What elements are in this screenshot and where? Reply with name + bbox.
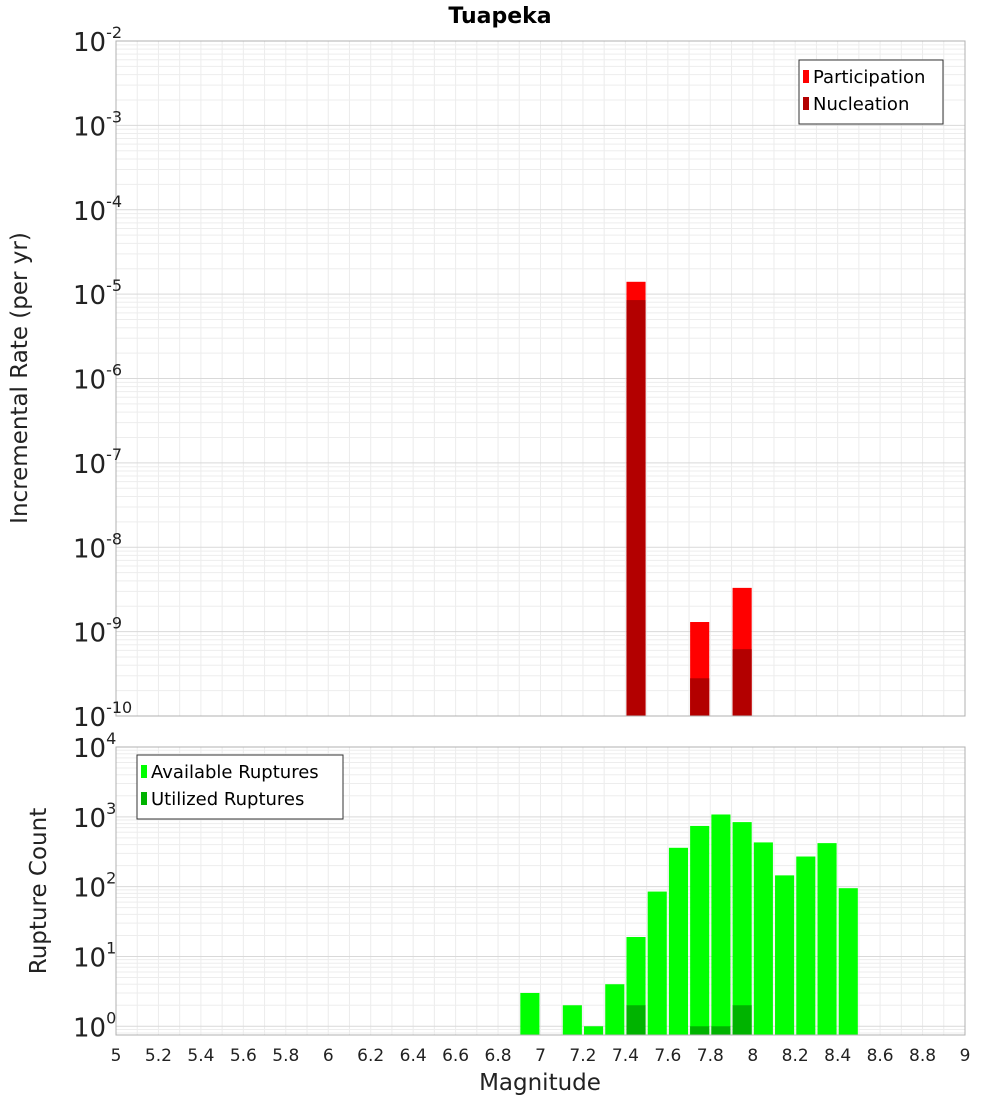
x-tick-label: 7 (535, 1046, 546, 1066)
bar-secondary (626, 1005, 646, 1035)
legend: Participation Nucleation (798, 59, 944, 125)
y-tick-label: 101 (73, 938, 116, 973)
bottom-y-axis-label: Rupture Count (26, 808, 52, 974)
y-tick-label: 10-4 (73, 192, 122, 227)
legend-label: Utilized Ruptures (151, 789, 304, 810)
legend-swatch (803, 70, 809, 83)
x-tick-label: 6.2 (357, 1046, 384, 1066)
plot-frame (115, 746, 966, 1036)
x-tick-label: 9 (960, 1046, 971, 1066)
x-tick-label: 5.4 (187, 1046, 214, 1066)
y-tick-label: 10-8 (73, 529, 122, 564)
bar-secondary (626, 300, 646, 716)
x-tick-label: 7.2 (569, 1046, 596, 1066)
legend-box (136, 754, 344, 820)
x-tick-label: 8.4 (824, 1046, 851, 1066)
legend-label: Nucleation (813, 94, 909, 115)
top-y-axis-label: Incremental Rate (per yr) (7, 232, 33, 524)
y-tick-label: 10-3 (73, 107, 122, 142)
x-tick-label: 8.2 (782, 1046, 809, 1066)
y-tick-label: 10-2 (73, 23, 122, 58)
legend-swatch (141, 765, 147, 778)
bar-primary (711, 814, 731, 1035)
legend: Available Ruptures Utilized Ruptures (136, 754, 344, 820)
bar-secondary (690, 1026, 710, 1035)
bar-secondary (732, 1005, 752, 1035)
bar-primary (562, 1005, 582, 1035)
x-tick-label: 6 (323, 1046, 334, 1066)
x-tick-label: 6.8 (485, 1046, 512, 1066)
bar-primary (732, 822, 752, 1035)
bar-primary (647, 891, 667, 1035)
x-tick-label: 8 (747, 1046, 758, 1066)
legend-swatch (803, 97, 809, 110)
participation-nucleation-plot: 10-10 10-9 10-8 10-7 10-6 10-5 10-4 10-3 10-2 Par… (73, 23, 966, 733)
x-tick-label: 5.2 (145, 1046, 172, 1066)
bar-primary (838, 888, 858, 1035)
bar-primary (775, 875, 795, 1035)
y-tick-label: 103 (73, 799, 116, 834)
x-tick-label: 5.6 (230, 1046, 257, 1066)
x-tick-label: 5.8 (272, 1046, 299, 1066)
bar-primary (520, 992, 540, 1035)
y-tick-label: 10-5 (73, 276, 122, 311)
legend-label: Available Ruptures (151, 762, 319, 783)
x-tick-label: 7.8 (697, 1046, 724, 1066)
bar-primary (690, 825, 710, 1035)
legend-box (798, 59, 944, 125)
y-tick-label: 100 (73, 1008, 116, 1043)
bar-primary (668, 847, 689, 1035)
y-tick-label: 10-9 (73, 614, 122, 649)
y-tick-label: 10-6 (73, 361, 122, 396)
rupture-count-plot: 100 101 102 103 104 Available Ruptures Utilize… (73, 729, 970, 1066)
bar-primary (605, 984, 625, 1035)
bar-primary (753, 842, 773, 1035)
y-tick-label: 102 (73, 869, 116, 904)
bar-primary (817, 843, 837, 1035)
x-tick-label: 8.6 (867, 1046, 894, 1066)
legend-label: Participation (813, 67, 925, 88)
y-tick-label: 10-7 (73, 445, 122, 480)
bar-primary (584, 1026, 604, 1035)
legend-swatch (141, 792, 147, 805)
x-tick-label: 7.6 (654, 1046, 681, 1066)
x-axis-label: Magnitude (479, 1070, 601, 1096)
x-tick-label: 6.4 (400, 1046, 427, 1066)
bar-secondary (711, 1026, 731, 1035)
x-tick-label: 5 (111, 1046, 122, 1066)
x-tick-label: 6.6 (442, 1046, 469, 1066)
chart-title: Tuapeka (448, 4, 551, 29)
plot-frame (115, 40, 966, 717)
bar-primary (796, 856, 816, 1035)
bar-secondary (690, 678, 710, 716)
x-tick-label: 8.8 (909, 1046, 936, 1066)
bar-secondary (732, 649, 752, 716)
y-tick-label: 10-10 (73, 698, 132, 733)
y-tick-label: 104 (73, 729, 116, 764)
x-tick-label: 7.4 (612, 1046, 639, 1066)
